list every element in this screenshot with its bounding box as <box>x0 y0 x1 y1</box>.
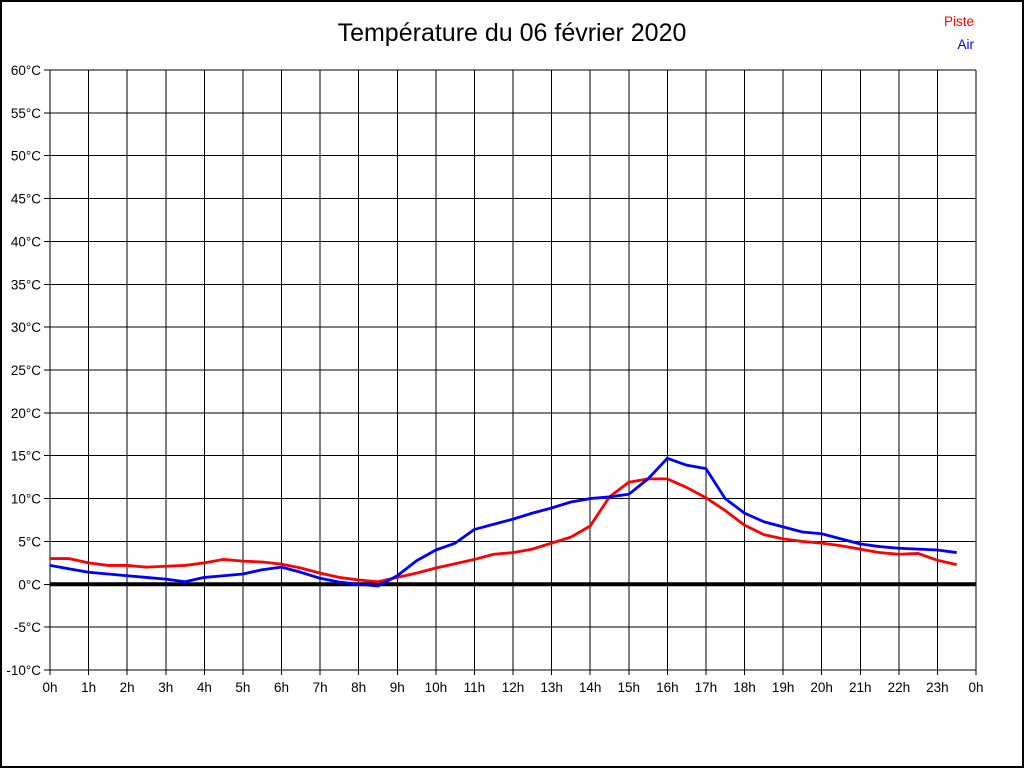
x-tick-label: 11h <box>464 680 486 695</box>
x-tick-label: 19h <box>772 680 795 695</box>
x-tick-label: 0h <box>42 680 57 695</box>
x-tick-label: 22h <box>888 680 911 695</box>
y-tick-label: 25°C <box>11 363 41 378</box>
x-tick-label: 8h <box>351 680 366 695</box>
y-tick-label: 40°C <box>11 234 41 249</box>
legend-label-piste: Piste <box>943 14 974 29</box>
x-tick-label: 10h <box>425 680 448 695</box>
x-tick-label: 7h <box>313 680 328 695</box>
x-tick-label: 6h <box>274 680 289 695</box>
x-tick-label: 21h <box>849 680 872 695</box>
chart-title: Température du 06 février 2020 <box>337 19 687 47</box>
y-tick-label: 30°C <box>11 320 41 335</box>
x-tick-label: 16h <box>656 680 679 695</box>
y-tick-label: -10°C <box>6 663 41 678</box>
x-tick-label: 23h <box>926 680 949 695</box>
x-tick-label: 17h <box>695 680 718 695</box>
y-tick-label: 0°C <box>18 577 41 592</box>
x-tick-label: 3h <box>158 680 173 695</box>
y-tick-label: 35°C <box>11 277 41 292</box>
y-tick-label: 10°C <box>11 492 41 507</box>
x-tick-label: 13h <box>540 680 563 695</box>
y-tick-label: 60°C <box>11 63 41 78</box>
x-tick-label: 20h <box>810 680 833 695</box>
legend-label-air: Air <box>957 37 975 52</box>
x-tick-label: 9h <box>390 680 405 695</box>
chart-legend: Piste Air <box>944 10 974 56</box>
y-tick-label: -5°C <box>14 620 41 635</box>
legend-item-piste: Piste <box>944 10 974 33</box>
y-tick-label: 50°C <box>11 149 41 164</box>
x-tick-label: 12h <box>502 680 525 695</box>
x-tick-label: 15h <box>617 680 640 695</box>
y-tick-label: 20°C <box>11 406 41 421</box>
y-tick-label: 55°C <box>11 106 41 121</box>
x-tick-label: 4h <box>197 680 212 695</box>
y-tick-label: 5°C <box>18 534 41 549</box>
x-tick-label: 5h <box>235 680 250 695</box>
series-line-air <box>49 456 957 588</box>
series-line-piste <box>50 477 958 584</box>
y-tick-label: 15°C <box>11 449 41 464</box>
legend-item-air: Air <box>944 33 975 56</box>
x-tick-label: 18h <box>733 680 756 695</box>
x-tick-label: 2h <box>120 680 135 695</box>
x-tick-label: 0h <box>968 680 983 695</box>
y-tick-label: 45°C <box>11 192 41 207</box>
x-tick-label: 14h <box>579 680 602 695</box>
x-tick-label: 1h <box>81 680 96 695</box>
